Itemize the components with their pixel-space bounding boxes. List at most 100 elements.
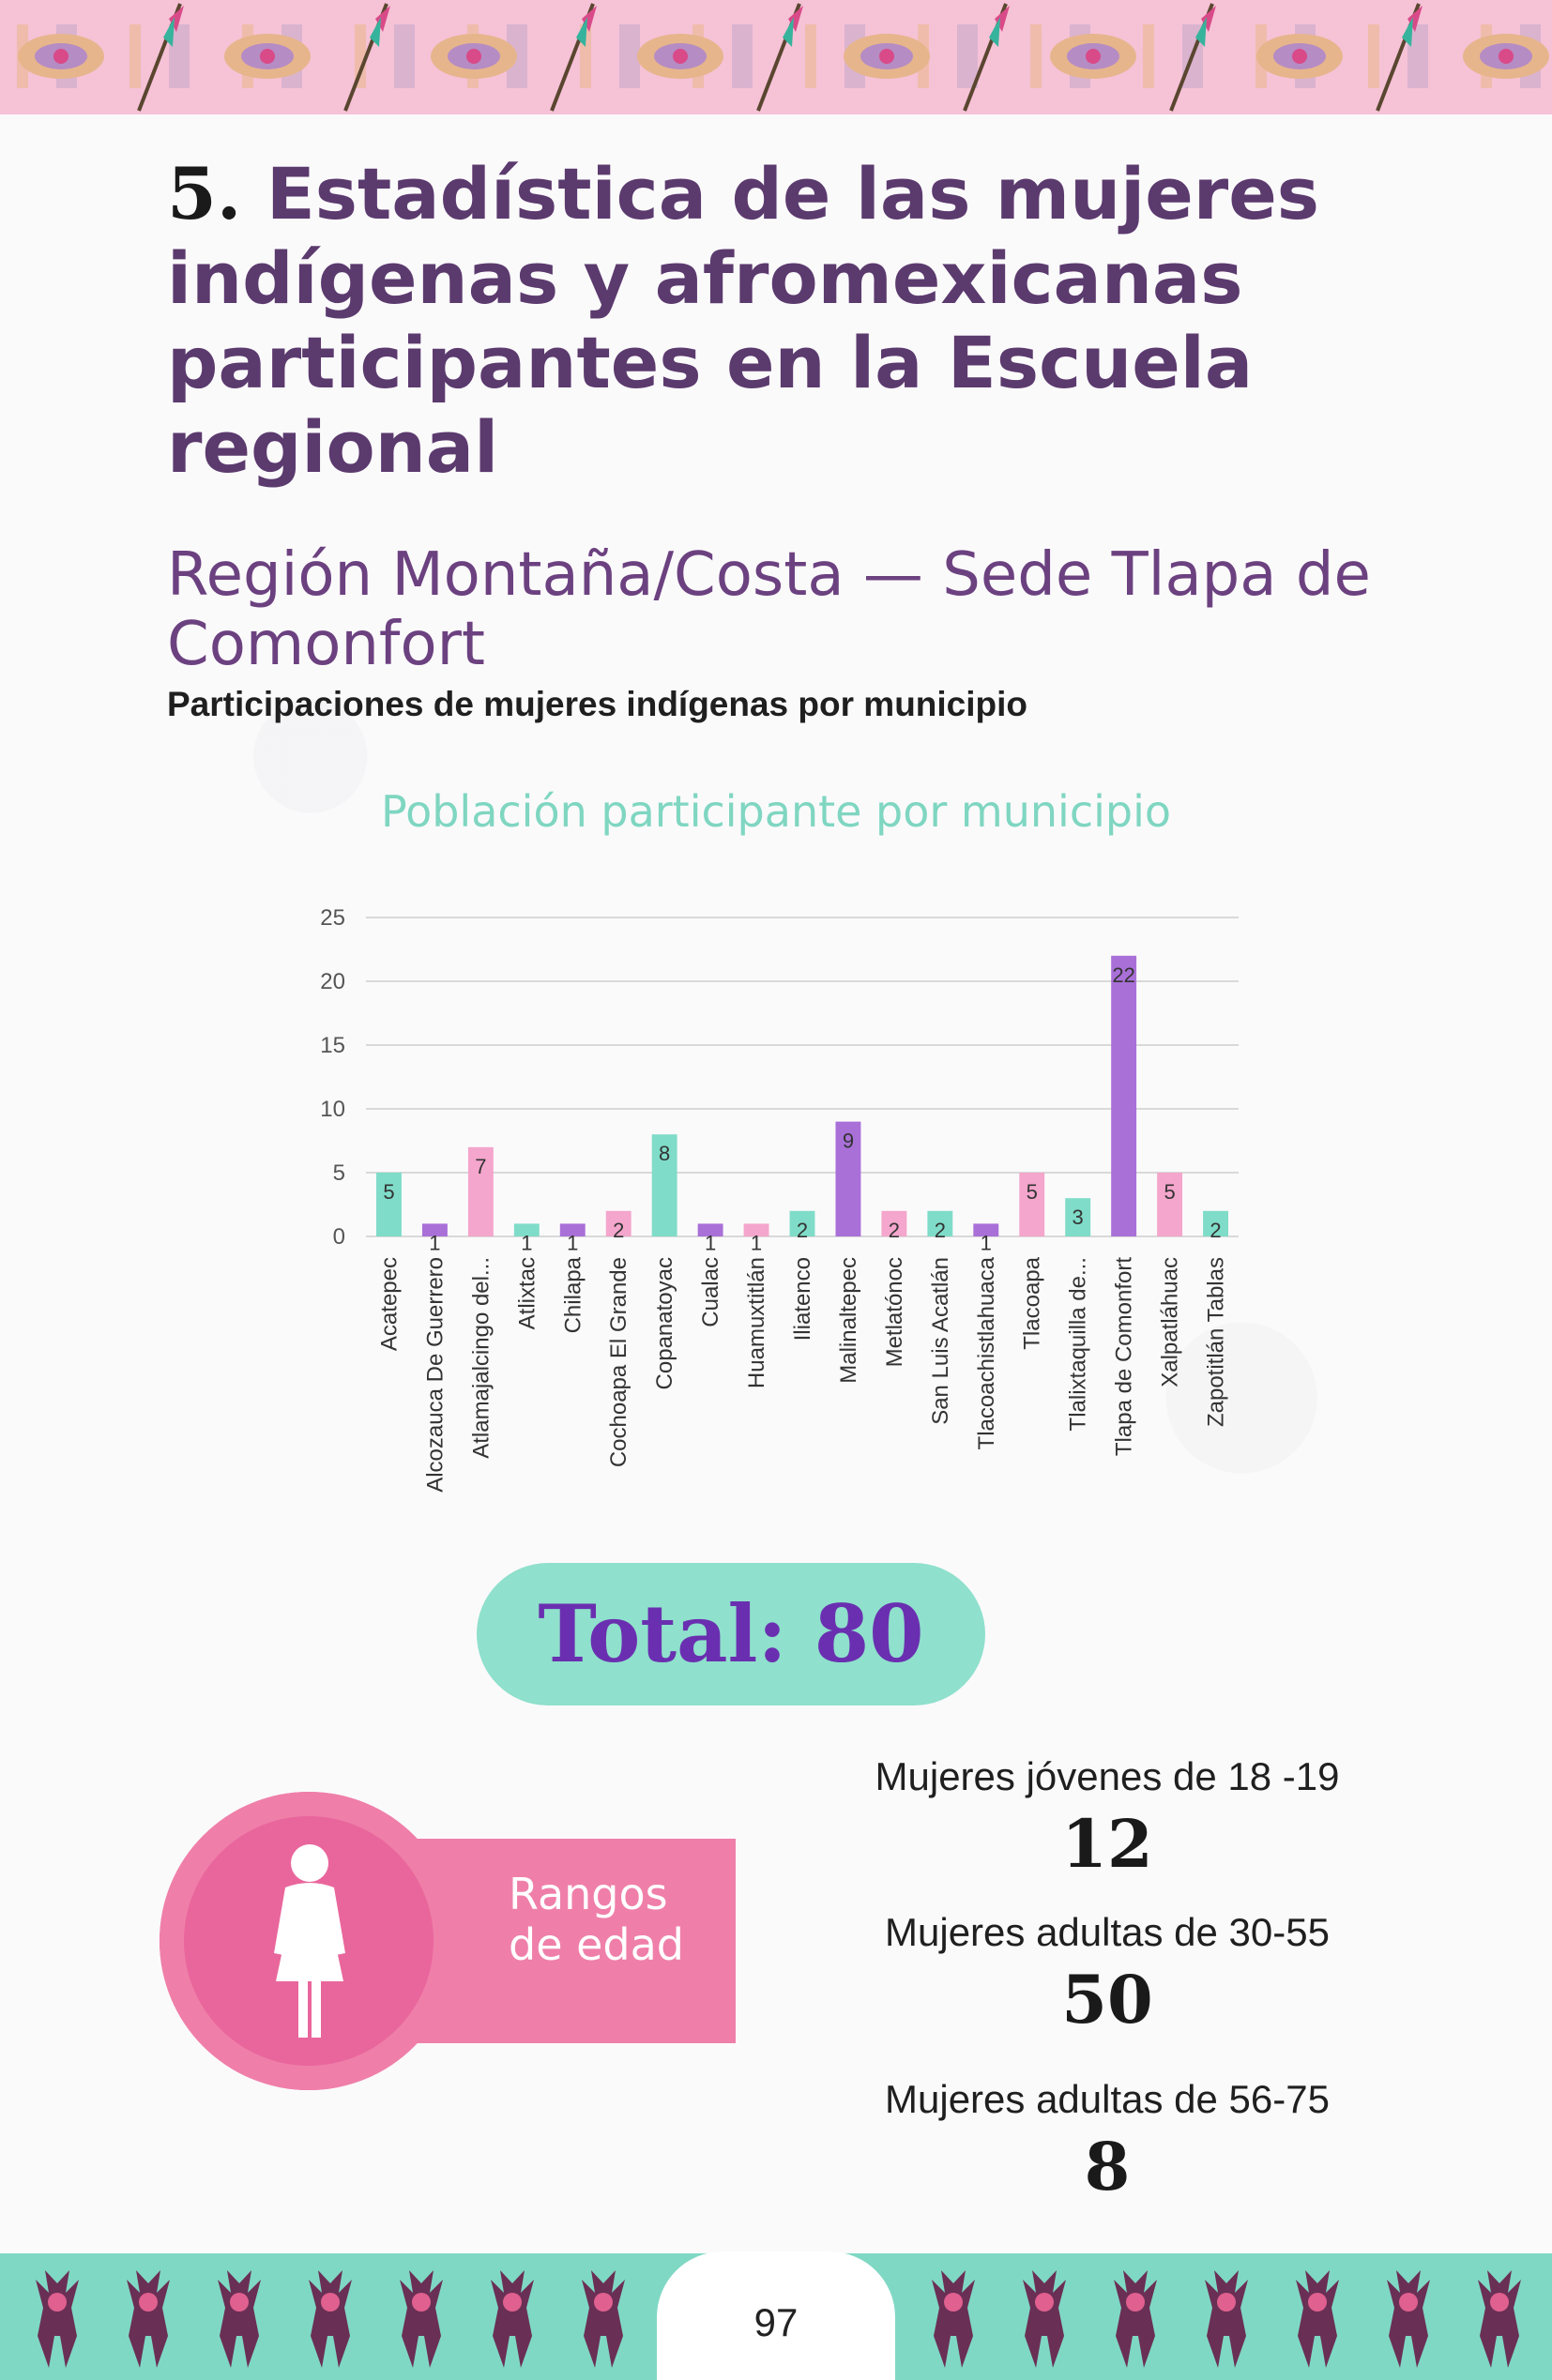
x-tick-label: Copanatoyac [652, 1257, 677, 1389]
bar [1065, 1198, 1091, 1236]
feather-arrow-icon [1169, 3, 1216, 112]
top-decorative-border [0, 0, 1552, 114]
data-label: 1 [705, 1231, 716, 1254]
bar [376, 1173, 402, 1236]
bar [513, 1223, 540, 1236]
dancer-figure-icon [309, 2270, 352, 2368]
woven-pattern-icon [1050, 34, 1136, 79]
dancer-figure-icon [1023, 2270, 1066, 2368]
x-tick-label: Tlacoachistlahuaca [974, 1256, 999, 1449]
woman-icon [274, 1844, 345, 2038]
age-group-value: 8 [1084, 2128, 1131, 2206]
x-tick-label: San Luis Acatlán [928, 1257, 953, 1425]
age-group-value: 50 [1061, 1961, 1153, 2039]
age-group-label: Mujeres adultas de 56-75 [885, 2077, 1330, 2121]
bar [789, 1210, 815, 1236]
y-tick-label: 10 [320, 1097, 345, 1122]
bar [1203, 1210, 1228, 1236]
age-group-label: Mujeres adultas de 30-55 [885, 1910, 1330, 1954]
page-title: 5. Estadística de las mujeres indígenas … [167, 152, 1387, 490]
y-tick-label: 15 [320, 1033, 345, 1058]
bar [1111, 955, 1137, 1236]
woven-pattern-icon [18, 34, 104, 79]
dancer-figure-icon [932, 2270, 975, 2368]
data-label: 7 [475, 1155, 486, 1178]
x-tick-label: Iliatenco [790, 1257, 815, 1341]
x-tick-label: Acatepec [376, 1257, 402, 1351]
data-label: 5 [1027, 1180, 1038, 1204]
data-label: 2 [613, 1219, 624, 1242]
data-label: 8 [659, 1142, 670, 1165]
y-tick-label: 20 [320, 969, 345, 994]
dancer-figure-icon [400, 2270, 443, 2368]
data-label: 2 [797, 1219, 808, 1242]
bar [1157, 1173, 1183, 1236]
data-label: 1 [429, 1231, 440, 1254]
y-tick-label: 0 [333, 1224, 345, 1250]
woven-pattern-icon [431, 34, 517, 79]
woven-pattern-icon [1463, 34, 1549, 79]
x-tick-label: Malinaltepec [836, 1257, 861, 1384]
dancer-figure-icon [582, 2270, 625, 2368]
dancer-figure-icon [1114, 2270, 1157, 2368]
title-text: Estadística de las mujeres indígenas y a… [167, 152, 1320, 489]
data-label: 2 [935, 1219, 946, 1242]
x-tick-label: Alcozauca De Guerrero [422, 1257, 448, 1493]
dancer-figure-icon [1387, 2270, 1430, 2368]
woven-pattern-icon [224, 34, 311, 79]
data-label: 2 [1210, 1219, 1221, 1242]
y-tick-label: 5 [333, 1160, 345, 1186]
bar [559, 1223, 586, 1236]
x-tick-label: Metlatónoc [882, 1257, 907, 1367]
bar [927, 1210, 953, 1236]
x-tick-label: Huamuxtitlán [744, 1257, 769, 1388]
bar [697, 1223, 723, 1236]
woven-pattern-icon [844, 34, 930, 79]
feather-arrow-icon [1376, 3, 1423, 112]
x-tick-label: Cualac [698, 1257, 723, 1327]
data-label: 1 [521, 1231, 532, 1254]
feather-arrow-icon [550, 3, 597, 112]
dancer-figure-icon [218, 2270, 261, 2368]
data-label: 5 [1164, 1180, 1175, 1204]
woven-pattern-icon [637, 34, 723, 79]
data-label: 5 [383, 1180, 394, 1204]
data-label: 22 [1112, 963, 1134, 987]
data-label: 2 [889, 1219, 900, 1242]
region-heading: Región Montaña/Costa — Sede Tlapa de Com… [167, 540, 1371, 679]
page-number-tab [657, 2251, 895, 2380]
bar [421, 1223, 448, 1236]
dancer-figure-icon [36, 2270, 79, 2368]
dancer-figure-icon [491, 2270, 534, 2368]
x-tick-label: Zapotitlán Tablas [1204, 1257, 1229, 1427]
data-label: 1 [751, 1231, 762, 1254]
feather-arrow-icon [756, 3, 803, 112]
bar [973, 1223, 999, 1236]
feather-arrow-icon [343, 3, 390, 112]
data-label: 1 [981, 1231, 992, 1254]
age-ranges-block: Rangos de edad [160, 1792, 741, 2092]
x-tick-label: Atlixtac [514, 1257, 540, 1329]
bar [881, 1210, 907, 1236]
total-badge: Total: 80 [477, 1563, 985, 1705]
x-tick-label: Xalpatláhuac [1158, 1257, 1183, 1387]
page-number: 97 [753, 2300, 799, 2344]
dancer-figure-icon [1205, 2270, 1248, 2368]
data-label: 3 [1073, 1205, 1084, 1229]
subheading: Participaciones de mujeres indígenas por… [167, 685, 1028, 723]
bar [743, 1223, 769, 1236]
chart-title: Población participante por municipio [380, 786, 1172, 837]
woven-pattern-icon [1256, 34, 1343, 79]
age-group-label: Mujeres jóvenes de 18 -19 [875, 1754, 1340, 1798]
data-label: 1 [567, 1231, 578, 1254]
x-tick-label: Tlalixtaquilla de... [1066, 1257, 1091, 1431]
y-tick-label: 25 [320, 905, 345, 931]
dancer-figure-icon [1478, 2270, 1521, 2368]
x-tick-label: Tlacoapa [1020, 1256, 1045, 1349]
bar [1019, 1173, 1045, 1236]
bar [835, 1121, 861, 1236]
bar [651, 1134, 677, 1236]
dancer-figure-icon [1296, 2270, 1339, 2368]
data-label: 9 [843, 1129, 854, 1153]
